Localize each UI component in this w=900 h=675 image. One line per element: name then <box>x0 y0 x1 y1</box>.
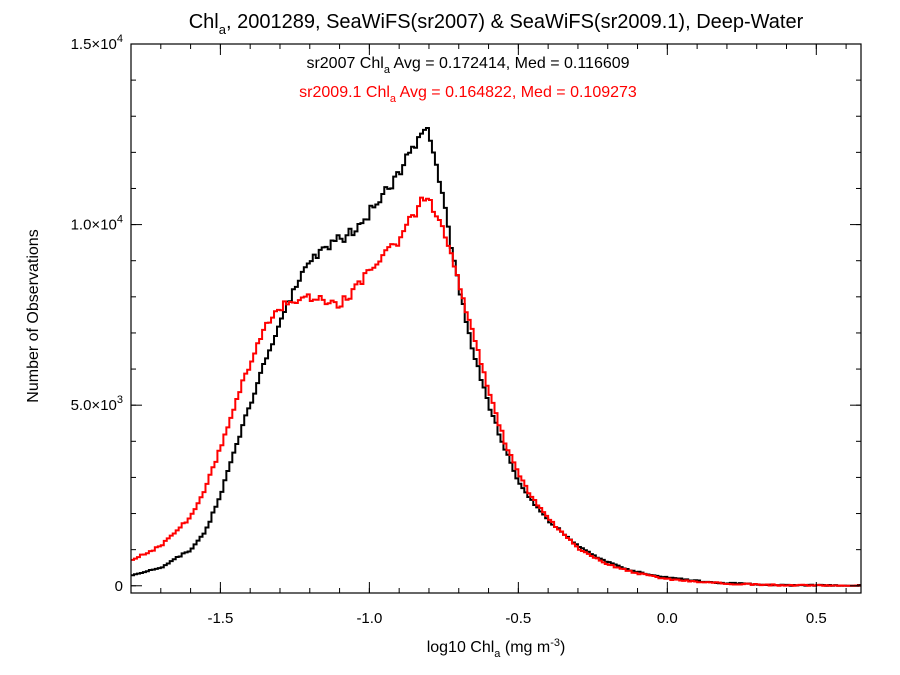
x-tick-label: -1.0 <box>356 610 382 627</box>
y-tick-label: 1.0×104 <box>71 214 123 234</box>
x-tick-label: 0.0 <box>657 610 678 627</box>
y-tick-label-exponent: 4 <box>117 214 123 226</box>
series-line-1 <box>131 127 861 587</box>
plot-frame <box>130 43 862 594</box>
stats-annotation-sr2009-1-sub: a <box>390 93 397 105</box>
series-layer <box>131 127 861 587</box>
stats-annotation-sr2007: sr2007 Chla Avg = 0.172414, Med = 0.1166… <box>306 55 629 76</box>
stats-annotation-sr2009-1: sr2009.1 Chla Avg = 0.164822, Med = 0.10… <box>299 84 637 105</box>
x-axis-title-sup: -3 <box>550 637 560 649</box>
stats-annotation-sr2007-prefix: sr2007 Chl <box>306 55 383 72</box>
chart-title-sub: a <box>219 22 227 37</box>
x-tick-label: 0.5 <box>806 610 827 627</box>
stats-annotation-sr2009-1-rest: Avg = 0.164822, Med = 0.109273 <box>396 84 637 101</box>
chart-title-rest: , 2001289, SeaWiFS(sr2007) & SeaWiFS(sr2… <box>226 11 804 33</box>
y-tick-label-mantissa: 1.5×10 <box>71 36 117 53</box>
stats-annotation-sr2007-rest: Avg = 0.172414, Med = 0.116609 <box>390 55 630 72</box>
x-axis-title-mid: (mg m <box>500 639 550 656</box>
x-tick-label: -0.5 <box>505 610 531 627</box>
y-tick-label: 1.5×104 <box>71 33 123 53</box>
chart-title-prefix: Chl <box>189 11 219 33</box>
stats-annotation-sr2009-1-prefix: sr2009.1 Chl <box>299 84 390 101</box>
y-axis-title: Number of Observations <box>25 229 42 402</box>
y-tick-label: 0 <box>115 578 123 595</box>
y-tick-label-mantissa: 5.0×10 <box>71 397 117 414</box>
x-tick-label: -1.5 <box>207 610 233 627</box>
x-axis-title-end: ) <box>560 639 565 656</box>
series-line-2 <box>131 196 861 587</box>
x-axis-title: log10 Chla (mg m-3) <box>427 637 566 660</box>
y-tick-label-mantissa: 1.0×10 <box>71 217 117 234</box>
y-tick-label-exponent: 3 <box>117 394 123 406</box>
stats-annotation-sr2007-sub: a <box>384 64 391 76</box>
x-axis-title-sub: a <box>494 648 501 660</box>
y-tick-label: 5.0×103 <box>71 394 123 414</box>
x-axis-title-prefix: log10 Chl <box>427 639 495 656</box>
y-tick-label-exponent: 4 <box>117 33 123 45</box>
chart-title: Chla, 2001289, SeaWiFS(sr2007) & SeaWiFS… <box>189 11 804 37</box>
